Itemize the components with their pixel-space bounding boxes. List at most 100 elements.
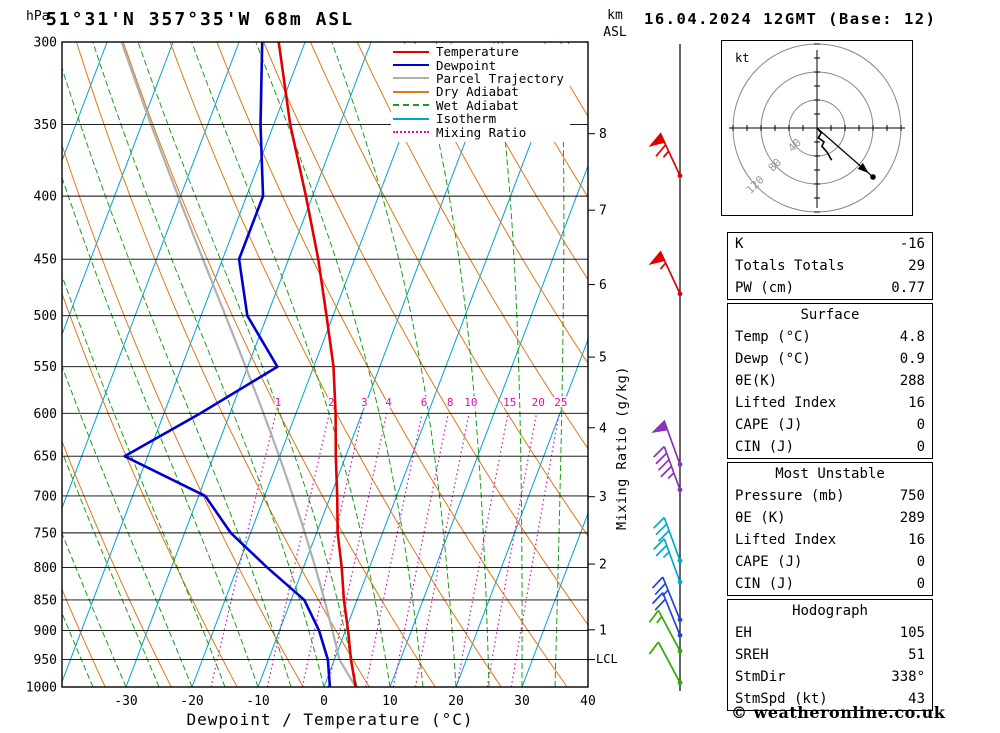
altitude-unit-asl: ASL bbox=[603, 25, 627, 40]
svg-text:650: 650 bbox=[34, 450, 57, 465]
stat-row: StmSpd (kt) 43 bbox=[728, 688, 932, 710]
stat-value: 16 bbox=[908, 532, 925, 548]
wind-barb bbox=[648, 132, 683, 179]
stat-label: θE (K) bbox=[735, 510, 786, 526]
plot-frame bbox=[61, 41, 589, 688]
stat-value: 43 bbox=[908, 691, 925, 707]
svg-text:3: 3 bbox=[361, 396, 368, 409]
svg-text:5: 5 bbox=[599, 351, 607, 366]
page-title: 51°31'N 357°35'W 68m ASL bbox=[46, 9, 355, 30]
stat-value: 0.9 bbox=[899, 351, 925, 367]
stat-row: K -16 bbox=[728, 233, 932, 255]
stat-value: 289 bbox=[899, 510, 925, 526]
stat-row: θE(K) 288 bbox=[728, 370, 932, 392]
wind-barb bbox=[653, 538, 683, 585]
svg-text:4: 4 bbox=[599, 421, 607, 436]
stat-row: Pressure (mb) 750 bbox=[728, 485, 932, 507]
svg-text:850: 850 bbox=[34, 593, 57, 608]
legend-item-label: Mixing Ratio bbox=[436, 124, 527, 140]
stat-row: Dewp (°C) 0.9 bbox=[728, 348, 932, 370]
stat-row: Lifted Index 16 bbox=[728, 529, 932, 551]
stat-row: CAPE (J) 0 bbox=[728, 414, 932, 436]
legend-swatch-solid bbox=[393, 64, 429, 67]
svg-text:2: 2 bbox=[599, 558, 607, 573]
isotherms bbox=[62, 42, 588, 687]
legend-item: Mixing Ratio bbox=[393, 124, 564, 140]
stat-value: 0 bbox=[916, 576, 925, 592]
stat-value: 4.8 bbox=[899, 329, 925, 345]
legend-swatch-solid bbox=[393, 90, 429, 93]
altitude-axis-unit: km ASL bbox=[592, 7, 638, 41]
stat-value: 29 bbox=[908, 258, 925, 274]
stat-label: Totals Totals bbox=[735, 258, 845, 274]
svg-text:1: 1 bbox=[275, 396, 282, 409]
svg-text:-30: -30 bbox=[114, 694, 137, 709]
temperature-tick-labels: -30 -20 -10 0 10 20 30 40 bbox=[114, 694, 596, 709]
svg-text:15: 15 bbox=[503, 396, 516, 409]
legend-item: Wet Adiabat bbox=[393, 99, 564, 112]
parcel-trajectory bbox=[120, 42, 357, 687]
dewpoint-curve bbox=[123, 42, 332, 687]
stat-value: 288 bbox=[899, 373, 925, 389]
pressure-axis-unit: hPa bbox=[26, 9, 50, 24]
mixing-ratio-axis-label: Mixing Ratio (g/kg) bbox=[614, 366, 630, 530]
svg-text:750: 750 bbox=[34, 526, 57, 541]
legend-item-label: Dry Adiabat bbox=[436, 84, 519, 100]
stat-label: StmDir bbox=[735, 669, 786, 685]
stat-row: PW (cm) 0.77 bbox=[728, 277, 932, 299]
svg-text:550: 550 bbox=[34, 360, 57, 375]
hodograph-unit-label: kt bbox=[735, 51, 749, 65]
wind-barb bbox=[648, 641, 683, 686]
legend-item-label: Wet Adiabat bbox=[436, 97, 519, 113]
wind-barb bbox=[653, 516, 683, 564]
wind-barb bbox=[648, 609, 683, 654]
svg-text:4: 4 bbox=[385, 396, 392, 409]
stat-label: CAPE (J) bbox=[735, 417, 803, 433]
stat-label: CIN (J) bbox=[735, 576, 795, 592]
wind-barb bbox=[653, 445, 683, 493]
wind-barb bbox=[651, 592, 683, 638]
stat-value: 0 bbox=[916, 417, 925, 433]
stats-table-title: Most Unstable bbox=[775, 466, 885, 482]
pressure-tick-labels: 300 350 400 450 500 550 600 650 700 750 800 850 900 9… bbox=[26, 36, 57, 696]
stat-value: 0 bbox=[916, 554, 925, 570]
stat-value: -16 bbox=[899, 236, 925, 252]
stat-value: 0 bbox=[916, 439, 925, 455]
altitude-unit-km: km bbox=[607, 8, 623, 23]
svg-text:1000: 1000 bbox=[26, 681, 57, 696]
stat-label: K bbox=[735, 236, 744, 252]
svg-text:30: 30 bbox=[514, 694, 530, 709]
svg-text:2: 2 bbox=[328, 396, 335, 409]
legend-item: Dewpoint bbox=[393, 57, 564, 73]
svg-text:900: 900 bbox=[34, 624, 57, 639]
km-ticks: 1 2 3 4 5 6 7 8 bbox=[588, 127, 607, 661]
stat-row: SREH 51 bbox=[728, 644, 932, 666]
stats-tables: K -16 Totals Totals 29 PW (cm) 0.77 Surface Tem… bbox=[727, 232, 933, 714]
temperature-curve bbox=[277, 42, 357, 687]
stat-row: CAPE (J) 0 bbox=[728, 551, 932, 573]
svg-text:0: 0 bbox=[320, 694, 328, 709]
svg-text:950: 950 bbox=[34, 653, 57, 668]
stat-label: StmSpd (kt) bbox=[735, 691, 828, 707]
legend-item-label: Dewpoint bbox=[436, 57, 497, 73]
stat-value: 750 bbox=[899, 488, 925, 504]
svg-text:450: 450 bbox=[34, 253, 57, 268]
stats-table: Surface Temp (°C) 4.8 Dewp (°C) 0.9 θE(K) 288 L… bbox=[727, 303, 933, 459]
svg-text:25: 25 bbox=[554, 396, 567, 409]
hodograph-trace bbox=[816, 127, 833, 161]
legend-swatch-solid bbox=[393, 77, 429, 80]
stat-value: 105 bbox=[899, 625, 925, 641]
stats-table-title: Hodograph bbox=[792, 603, 868, 619]
svg-text:-20: -20 bbox=[180, 694, 203, 709]
stats-table: Hodograph EH 105 SREH 51 StmDir 338° StmSpd (kt… bbox=[727, 599, 933, 711]
svg-text:8: 8 bbox=[447, 396, 454, 409]
legend-swatch-solid bbox=[393, 117, 429, 120]
stat-value: 338° bbox=[891, 669, 925, 685]
stat-label: CIN (J) bbox=[735, 439, 795, 455]
legend-item: Isotherm bbox=[393, 112, 564, 125]
stat-value: 51 bbox=[908, 647, 925, 663]
svg-text:8: 8 bbox=[599, 127, 607, 142]
